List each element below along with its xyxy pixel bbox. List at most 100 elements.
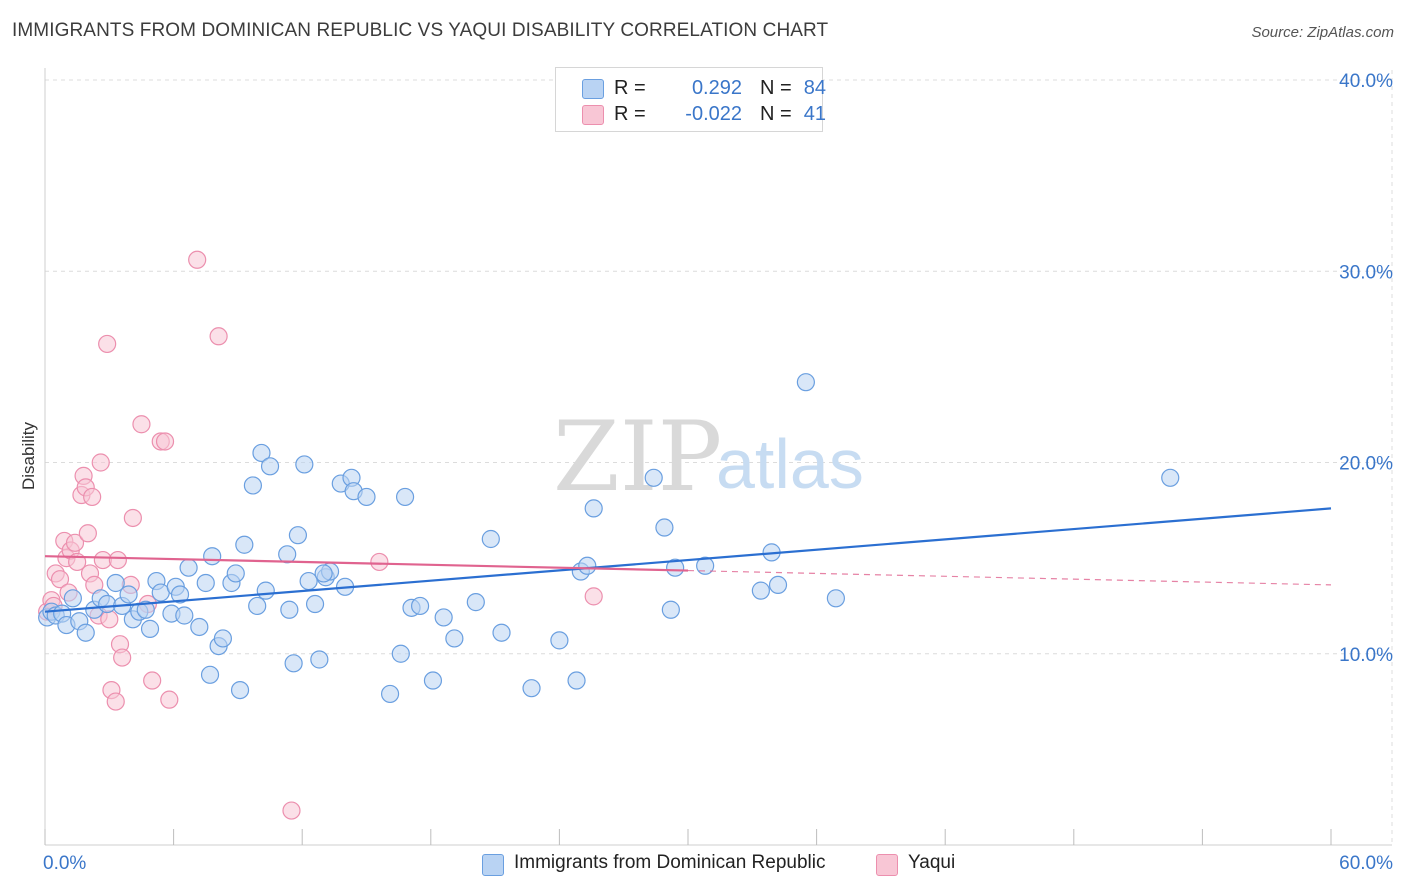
watermark-zip: ZIP <box>553 401 722 513</box>
dominican-point <box>252 443 271 463</box>
yaqui-point <box>209 327 228 346</box>
dominican-point <box>357 487 376 507</box>
yaqui-point <box>113 648 132 667</box>
dominican-point <box>230 680 250 700</box>
axes <box>44 68 1392 846</box>
yaqui-point <box>155 432 175 451</box>
legend-swatch-pink <box>582 105 604 125</box>
dominican-point <box>288 526 308 545</box>
dominican-point <box>550 631 569 650</box>
yaqui-point <box>78 524 97 543</box>
dominican-point <box>98 594 117 614</box>
dominican-point <box>299 571 318 591</box>
dominican-point <box>380 684 400 704</box>
dominican-point <box>256 581 275 600</box>
dominican-point <box>278 545 297 564</box>
yaqui-trend-line <box>44 555 689 572</box>
bottom-legend-swatch-blue <box>482 854 504 876</box>
dominican-point <box>310 650 329 669</box>
yaqui-point <box>132 415 151 434</box>
dominican-point <box>226 564 245 583</box>
source-label: Source: ZipAtlas.com <box>1251 24 1394 41</box>
dominican-point <box>295 455 314 474</box>
y-tick-label: 40.0% <box>1339 71 1393 92</box>
bottom-legend-label: Yaqui <box>908 852 956 873</box>
dominican-point <box>751 581 770 600</box>
correlation-legend: R = 0.292 N = 84 R = -0.022 N = 41 <box>555 67 826 132</box>
dominican-point <box>492 623 511 642</box>
dominican-point <box>391 644 410 663</box>
dominican-point <box>243 476 263 495</box>
dominican-point <box>481 529 500 549</box>
dominican-point <box>434 608 453 627</box>
dominican-point <box>314 564 333 583</box>
legend-n-value: 84 <box>803 77 826 99</box>
yaqui-point <box>123 508 142 528</box>
yaqui-point <box>188 250 207 269</box>
dominican-point <box>661 600 680 619</box>
dominican-point <box>140 619 160 638</box>
dominican-points <box>38 373 1180 704</box>
legend-n-label: N = <box>760 77 792 99</box>
dominican-point <box>235 535 254 554</box>
dominican-point <box>655 518 674 537</box>
yaqui-point <box>108 550 127 570</box>
dominican-point <box>260 457 280 476</box>
dominican-point <box>175 606 194 625</box>
dominican-point <box>170 585 190 604</box>
dominican-point <box>696 556 715 575</box>
yaqui-point <box>160 690 179 709</box>
yaqui-trend-line-dashed <box>687 569 1332 586</box>
y-tick-label: 30.0% <box>1339 262 1393 283</box>
dominican-point <box>423 671 443 690</box>
trend-lines <box>44 507 1332 613</box>
dominican-point <box>196 573 215 593</box>
dominican-point <box>410 596 430 616</box>
yaqui-point <box>98 334 117 354</box>
dominican-point <box>466 593 485 612</box>
yaqui-point <box>143 671 162 690</box>
dominican-point <box>522 679 541 698</box>
yaqui-point <box>584 587 603 606</box>
legend-n-value: 41 <box>803 103 826 125</box>
yaqui-point <box>91 453 110 472</box>
dominican-point <box>826 589 845 608</box>
dominican-point <box>106 573 125 593</box>
dominican-point <box>445 629 464 648</box>
bottom-legend-swatch-pink <box>876 854 898 876</box>
dominican-point <box>213 629 232 648</box>
legend-r-value: -0.022 <box>685 103 742 125</box>
yaqui-point <box>83 487 102 507</box>
dominican-point <box>63 589 82 608</box>
yaqui-point <box>282 801 301 820</box>
y-tick-label: 10.0% <box>1339 645 1393 666</box>
dominican-point <box>200 665 220 684</box>
dominican-point <box>190 617 209 637</box>
dominican-point <box>136 600 155 619</box>
tick-labels: 10.0% 20.0% 30.0% 40.0% 0.0% 60.0% <box>43 71 1393 874</box>
dominican-trend-line <box>44 507 1332 613</box>
dominican-point <box>768 575 788 595</box>
watermark-atlas: atlas <box>716 425 864 503</box>
dominican-point <box>280 600 299 619</box>
dominican-point <box>76 623 95 642</box>
dominican-point <box>395 487 415 507</box>
y-tick-label: 20.0% <box>1339 454 1393 475</box>
chart-title: IMMIGRANTS FROM DOMINICAN REPUBLIC VS YA… <box>12 20 829 41</box>
yaqui-point <box>65 533 85 552</box>
yaqui-point <box>106 692 125 711</box>
dominican-point <box>796 373 815 392</box>
legend-r-label: R = <box>614 103 646 125</box>
bottom-legend-label: Immigrants from Dominican Republic <box>514 852 826 873</box>
legend-r-value: 0.292 <box>691 77 742 99</box>
legend-n-label: N = <box>760 103 792 125</box>
dominican-point <box>567 671 586 690</box>
dominican-point <box>203 547 222 566</box>
yaqui-point <box>100 610 119 629</box>
dominican-point <box>305 594 325 614</box>
dominican-point <box>248 596 267 616</box>
dominican-point <box>119 585 138 604</box>
x-tick-label-end: 60.0% <box>1339 853 1393 874</box>
dominican-point <box>1161 468 1180 487</box>
